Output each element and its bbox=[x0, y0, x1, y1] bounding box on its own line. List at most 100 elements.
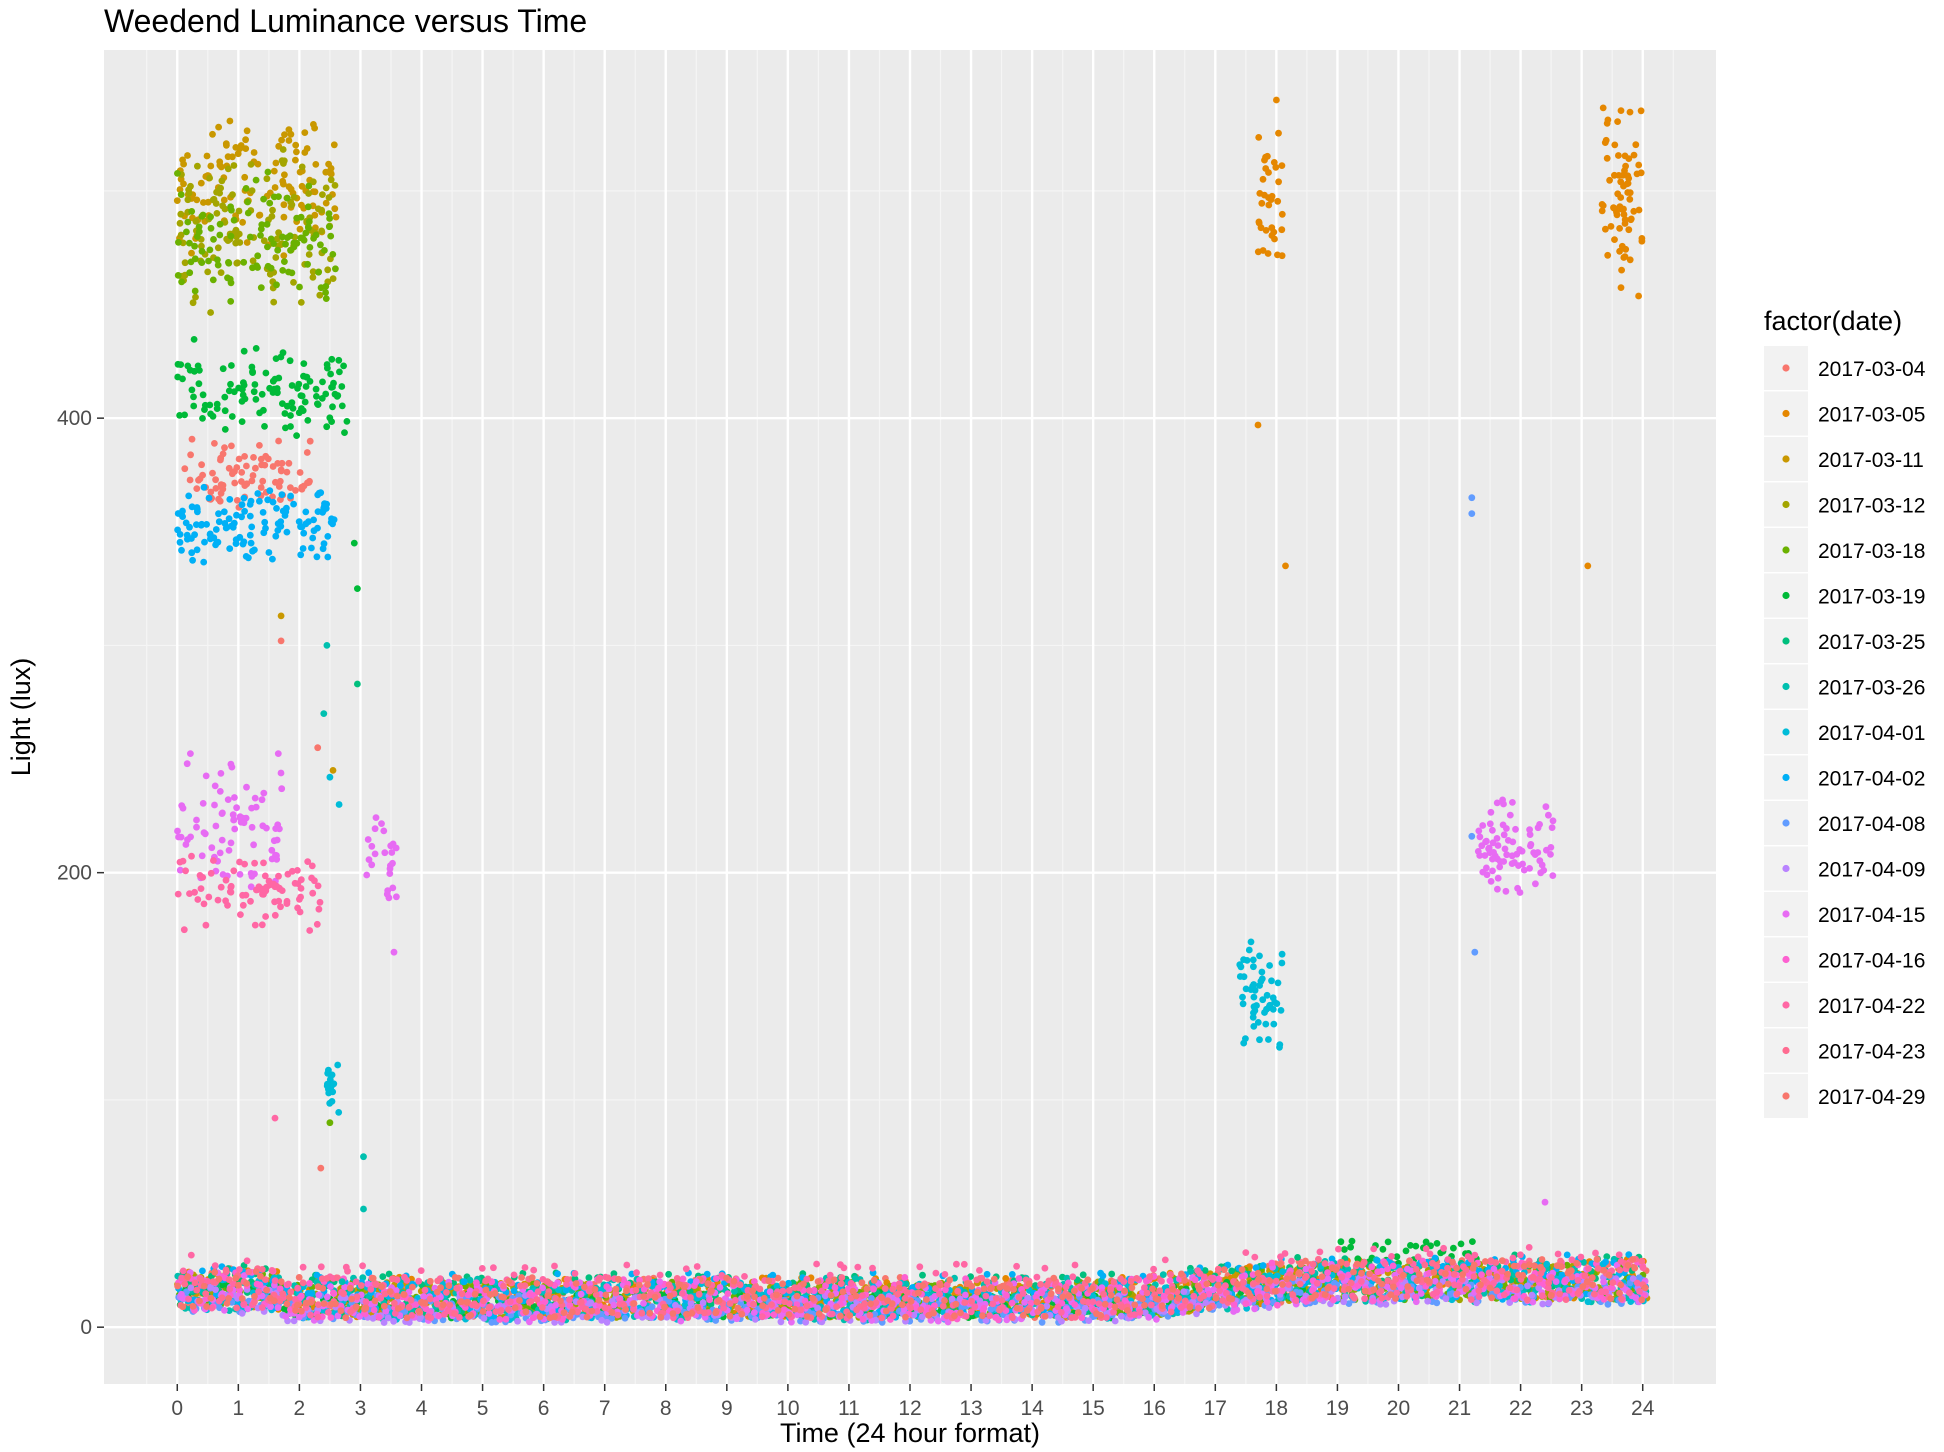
data-point bbox=[682, 1265, 690, 1273]
data-point bbox=[881, 1285, 889, 1292]
data-point bbox=[181, 1280, 189, 1288]
data-point bbox=[802, 1318, 810, 1326]
data-point bbox=[716, 1284, 724, 1291]
data-point bbox=[323, 1275, 331, 1282]
data-point bbox=[1337, 1238, 1345, 1246]
data-point bbox=[1382, 1301, 1390, 1308]
data-point bbox=[1288, 1257, 1295, 1265]
data-point bbox=[1509, 1254, 1517, 1262]
data-point bbox=[803, 1302, 811, 1310]
data-point bbox=[534, 1288, 542, 1295]
data-point bbox=[199, 1267, 206, 1275]
data-point bbox=[295, 1274, 303, 1281]
data-point bbox=[582, 1305, 590, 1313]
data-point bbox=[1228, 1267, 1236, 1275]
data-point bbox=[859, 1315, 867, 1323]
data-point bbox=[1545, 1299, 1553, 1307]
data-point bbox=[962, 1291, 969, 1299]
data-point bbox=[1302, 1265, 1310, 1273]
data-point bbox=[279, 1290, 287, 1298]
data-point bbox=[1517, 1251, 1524, 1259]
data-point bbox=[514, 1317, 521, 1325]
data-point bbox=[571, 1270, 579, 1277]
data-point bbox=[630, 1306, 637, 1313]
data-point bbox=[585, 1274, 593, 1282]
data-point bbox=[1187, 1268, 1194, 1275]
data-point bbox=[529, 1314, 537, 1322]
data-point bbox=[1021, 1299, 1028, 1306]
data-point bbox=[1381, 1260, 1389, 1268]
data-point bbox=[453, 1284, 461, 1292]
data-point bbox=[934, 1317, 942, 1325]
data-point bbox=[936, 1290, 943, 1298]
data-point bbox=[986, 1312, 993, 1320]
data-point bbox=[245, 1268, 253, 1276]
data-point bbox=[1602, 1258, 1609, 1266]
data-point bbox=[1511, 1295, 1519, 1302]
data-point bbox=[1281, 1250, 1289, 1257]
data-point bbox=[274, 1304, 282, 1311]
data-point bbox=[687, 1294, 694, 1301]
data-point bbox=[446, 1301, 454, 1309]
data-point bbox=[1393, 1289, 1401, 1297]
data-point bbox=[828, 1310, 836, 1318]
data-point bbox=[941, 1271, 949, 1278]
data-point bbox=[733, 1315, 741, 1323]
data-point bbox=[1201, 1267, 1209, 1274]
data-point bbox=[1296, 1289, 1304, 1296]
data-point bbox=[1058, 1317, 1065, 1325]
data-point bbox=[695, 1290, 703, 1298]
data-point bbox=[258, 1304, 266, 1311]
data-point bbox=[700, 1309, 708, 1317]
data-point bbox=[932, 1269, 940, 1277]
data-point bbox=[359, 1262, 366, 1270]
data-point bbox=[1153, 1315, 1160, 1323]
data-point bbox=[554, 1270, 561, 1278]
data-point bbox=[831, 1284, 839, 1291]
data-point bbox=[415, 1277, 423, 1285]
data-point bbox=[538, 1304, 546, 1311]
data-point bbox=[510, 1271, 518, 1279]
data-point bbox=[1008, 1299, 1016, 1307]
data-point bbox=[673, 1275, 681, 1282]
data-point bbox=[751, 1316, 759, 1323]
data-point bbox=[1191, 1276, 1199, 1284]
data-point bbox=[298, 1292, 305, 1300]
data-point bbox=[1561, 1277, 1569, 1284]
data-point bbox=[741, 1273, 748, 1280]
data-point bbox=[1402, 1247, 1410, 1255]
data-point bbox=[1636, 1287, 1643, 1295]
data-point bbox=[424, 1313, 432, 1321]
data-point bbox=[1538, 1292, 1546, 1300]
data-point bbox=[294, 1284, 302, 1292]
data-point bbox=[768, 1301, 775, 1308]
data-point bbox=[314, 1313, 322, 1321]
data-point bbox=[756, 1285, 764, 1293]
data-point bbox=[221, 1307, 228, 1314]
data-point bbox=[645, 1275, 652, 1283]
data-point bbox=[521, 1282, 529, 1290]
data-point bbox=[1389, 1262, 1397, 1270]
data-point bbox=[1592, 1249, 1599, 1257]
data-point bbox=[1057, 1308, 1065, 1316]
data-point bbox=[1013, 1262, 1020, 1270]
data-point bbox=[724, 1290, 732, 1297]
data-point bbox=[1003, 1292, 1010, 1299]
data-point bbox=[307, 1290, 314, 1298]
data-point bbox=[566, 1296, 573, 1304]
data-point bbox=[1008, 1271, 1016, 1278]
data-point bbox=[726, 1300, 734, 1307]
data-point bbox=[656, 1271, 664, 1279]
data-point bbox=[1324, 1275, 1332, 1283]
data-point bbox=[901, 1294, 909, 1302]
data-point bbox=[434, 1277, 442, 1285]
data-point bbox=[1469, 1238, 1476, 1245]
data-point bbox=[367, 1286, 375, 1293]
data-point bbox=[1190, 1292, 1198, 1300]
data-point bbox=[543, 1278, 551, 1285]
data-point bbox=[500, 1282, 507, 1290]
data-point bbox=[750, 1309, 758, 1316]
data-point bbox=[1251, 1305, 1258, 1313]
data-point bbox=[357, 1282, 365, 1289]
data-point bbox=[390, 1317, 397, 1325]
